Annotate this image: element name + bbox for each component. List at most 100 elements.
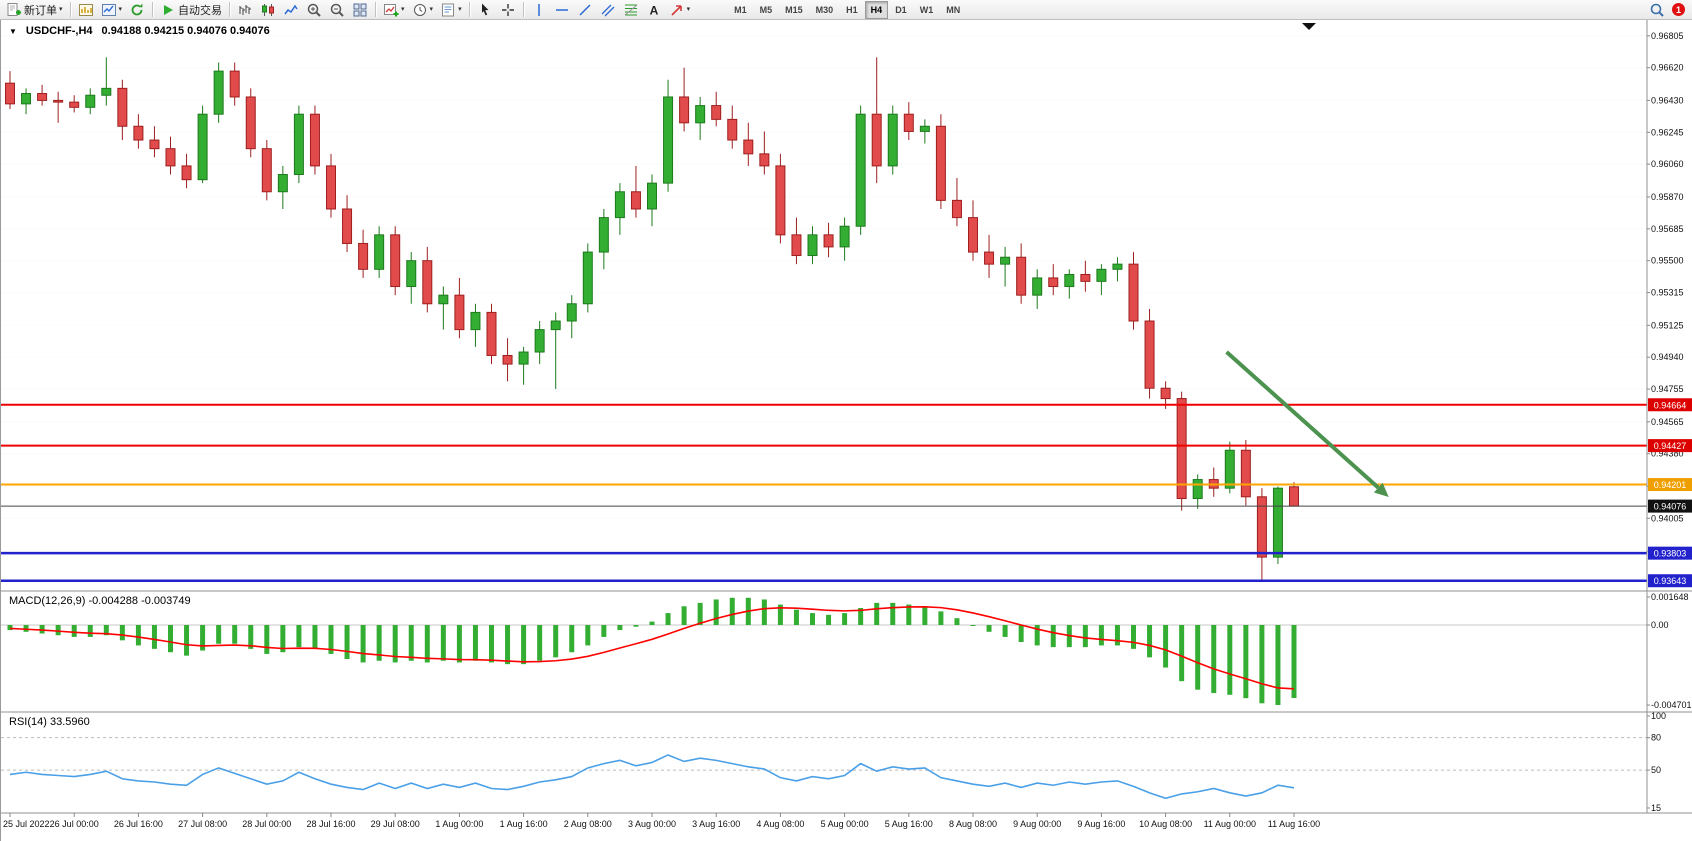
timeframe-m5[interactable]: M5 [754, 1, 779, 19]
templates-button[interactable]: ▾ [437, 1, 465, 19]
toolbar-right-group: 1 [1646, 1, 1689, 19]
refresh-icon [131, 3, 143, 15]
market-watch-button[interactable] [75, 1, 97, 19]
crosshair-icon [501, 3, 514, 16]
svg-text:3 Aug 16:00: 3 Aug 16:00 [692, 819, 740, 829]
macd-signal-line [9, 605, 1295, 690]
arrows-icon [671, 4, 682, 16]
chart-shift-marker[interactable] [1302, 23, 1316, 30]
market-watch-icon [78, 3, 93, 16]
svg-text:10 Aug 08:00: 10 Aug 08:00 [1139, 819, 1192, 829]
search-button[interactable] [1646, 1, 1668, 19]
svg-text:4 Aug 08:00: 4 Aug 08:00 [756, 819, 804, 829]
svg-text:5 Aug 00:00: 5 Aug 00:00 [821, 819, 869, 829]
text-tool-button[interactable]: A [643, 1, 665, 19]
rsi-line [9, 754, 1295, 800]
periods-button[interactable]: ▾ [409, 1, 437, 19]
macd-histogram [7, 597, 1297, 705]
zoom-in-button[interactable] [303, 1, 325, 19]
caret-down-icon: ▾ [429, 6, 434, 13]
svg-text:2 Aug 08:00: 2 Aug 08:00 [564, 819, 612, 829]
cursor-button[interactable] [474, 1, 496, 19]
toolbar-separator [522, 2, 524, 17]
tile-windows-button[interactable] [349, 1, 371, 19]
indicators-icon [384, 3, 399, 16]
svg-text:0.95500: 0.95500 [1651, 256, 1684, 266]
candlestick-chart-button[interactable] [257, 1, 279, 19]
autotrading-button[interactable]: 自动交易 [157, 1, 225, 19]
arrows-tool-button[interactable]: ▾ [666, 1, 694, 19]
svg-text:0.94565: 0.94565 [1651, 417, 1684, 427]
crosshair-button[interactable] [497, 1, 519, 19]
svg-text:25 Jul 2022: 25 Jul 2022 [3, 819, 50, 829]
channel-button[interactable] [597, 1, 619, 19]
price-level-badge [1648, 546, 1692, 560]
svg-text:3 Aug 00:00: 3 Aug 00:00 [628, 819, 676, 829]
text-icon: A [649, 3, 658, 17]
zoom-out-icon [330, 3, 344, 17]
zoom-in-icon [307, 3, 321, 17]
svg-text:0.94427: 0.94427 [1654, 441, 1687, 451]
time-axis: 25 Jul 2022 26 Jul 00:00 26 Jul 16:00 27 Ju… [3, 813, 1320, 829]
svg-text:0.96060: 0.96060 [1651, 159, 1684, 169]
chart-window: 25 Jul 2022 26 Jul 00:00 26 Jul 16:00 27 Ju… [0, 20, 1692, 841]
line-chart-button[interactable] [280, 1, 302, 19]
refresh-button[interactable] [126, 1, 148, 19]
svg-text:15: 15 [1651, 803, 1661, 813]
svg-text:26 Jul 00:00: 26 Jul 00:00 [50, 819, 99, 829]
fibonacci-button[interactable] [620, 1, 642, 19]
timeframe-m30[interactable]: M30 [810, 1, 840, 19]
svg-text:0.94201: 0.94201 [1654, 480, 1687, 490]
trendline-button[interactable] [574, 1, 596, 19]
periods-clock-icon [413, 3, 426, 16]
timeframe-w1[interactable]: W1 [914, 1, 940, 19]
line-chart-icon [284, 4, 298, 14]
svg-text:0.94755: 0.94755 [1651, 384, 1684, 394]
timeframe-h1[interactable]: H1 [840, 1, 864, 19]
svg-text:-0.004701: -0.004701 [1651, 700, 1692, 710]
fibonacci-icon [624, 3, 637, 16]
svg-text:11 Aug 16:00: 11 Aug 16:00 [1268, 819, 1320, 829]
bar-chart-button[interactable] [234, 1, 256, 19]
timeframe-h4[interactable]: H4 [864, 0, 889, 19]
autotrading-play-icon [164, 4, 174, 15]
svg-text:0.93803: 0.93803 [1654, 549, 1687, 559]
svg-text:9 Aug 00:00: 9 Aug 00:00 [1013, 819, 1061, 829]
svg-text:8 Aug 08:00: 8 Aug 08:00 [949, 819, 997, 829]
candlestick-chart-icon [262, 3, 275, 16]
svg-text:9 Aug 16:00: 9 Aug 16:00 [1077, 819, 1125, 829]
timeframe-m1[interactable]: M1 [728, 1, 753, 19]
svg-text:5 Aug 16:00: 5 Aug 16:00 [885, 819, 933, 829]
indicators-button[interactable]: ▾ [380, 1, 408, 19]
trend-arrow[interactable] [1225, 350, 1389, 497]
svg-text:0.94940: 0.94940 [1651, 352, 1684, 362]
svg-text:1 Aug 00:00: 1 Aug 00:00 [435, 819, 483, 829]
svg-text:0.94076: 0.94076 [1654, 502, 1687, 512]
new-order-button[interactable]: 新订单 ▾ [3, 1, 66, 19]
new-order-icon [7, 2, 21, 16]
trendline-icon [579, 3, 591, 16]
timeframe-m15[interactable]: M15 [779, 1, 809, 19]
zoom-out-button[interactable] [326, 1, 348, 19]
price-level-badge [1648, 574, 1692, 588]
notification-badge[interactable]: 1 [1672, 3, 1685, 16]
new-chart-button[interactable]: ▾ [98, 1, 126, 19]
timeframe-mn[interactable]: MN [940, 1, 966, 19]
price-level-badge [1648, 478, 1692, 492]
svg-text:0.94005: 0.94005 [1651, 513, 1684, 523]
cursor-icon [481, 3, 489, 15]
vertical-line-icon [537, 3, 540, 16]
svg-text:0.94664: 0.94664 [1654, 400, 1687, 410]
svg-text:A: A [649, 3, 658, 17]
svg-text:0.001648: 0.001648 [1651, 592, 1689, 602]
svg-text:28 Jul 00:00: 28 Jul 00:00 [242, 819, 291, 829]
caret-down-icon: ▾ [458, 6, 462, 13]
svg-text:1 Aug 16:00: 1 Aug 16:00 [500, 819, 548, 829]
vertical-line-button[interactable] [528, 1, 550, 19]
caret-down-icon: ▾ [686, 6, 691, 13]
horizontal-line-button[interactable] [551, 1, 573, 19]
chart-canvas[interactable]: 25 Jul 2022 26 Jul 00:00 26 Jul 16:00 27 Ju… [1, 20, 1692, 841]
svg-text:0.96620: 0.96620 [1651, 63, 1684, 73]
bar-chart-icon [239, 4, 252, 15]
timeframe-d1[interactable]: D1 [889, 1, 913, 19]
